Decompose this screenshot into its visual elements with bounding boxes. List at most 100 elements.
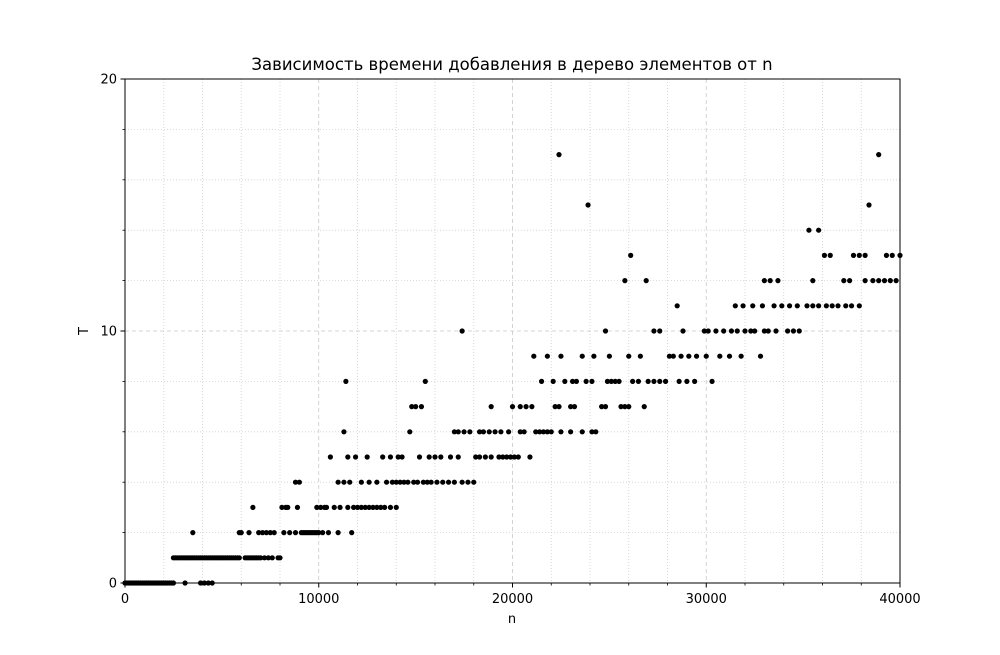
- data-point: [583, 378, 589, 384]
- data-point: [529, 404, 535, 410]
- data-point: [432, 454, 438, 460]
- data-point: [351, 504, 357, 510]
- data-point: [523, 404, 529, 410]
- data-point: [428, 479, 434, 485]
- data-point: [482, 454, 488, 460]
- data-point: [387, 504, 394, 510]
- data-point: [847, 278, 853, 284]
- data-point: [876, 152, 882, 158]
- data-point: [604, 378, 611, 384]
- data-point: [343, 378, 349, 384]
- data-point: [374, 479, 380, 485]
- data-point: [517, 404, 523, 410]
- data-point: [804, 303, 810, 309]
- data-point: [779, 303, 785, 309]
- data-point: [626, 353, 632, 359]
- data-point: [622, 404, 628, 410]
- data-point: [364, 454, 370, 460]
- data-point: [405, 479, 411, 485]
- data-point: [608, 378, 614, 384]
- data-point: [461, 429, 467, 435]
- data-point: [455, 454, 461, 460]
- data-point: [389, 479, 395, 485]
- data-point: [476, 454, 483, 460]
- data-point: [761, 328, 767, 334]
- data-point: [277, 555, 283, 561]
- data-point: [515, 454, 521, 460]
- data-point: [709, 378, 715, 384]
- data-point: [366, 479, 372, 485]
- data-point: [750, 303, 756, 309]
- data-point: [521, 429, 527, 435]
- x-tick-label: 30000: [686, 592, 727, 607]
- data-point: [773, 328, 779, 334]
- data-point: [387, 454, 394, 460]
- data-point: [238, 530, 244, 536]
- data-point: [806, 227, 812, 233]
- data-point: [692, 378, 698, 384]
- data-point: [612, 378, 618, 384]
- data-point: [418, 404, 425, 410]
- data-point: [370, 504, 376, 510]
- data-point: [893, 278, 899, 284]
- data-point: [738, 353, 744, 359]
- data-point: [637, 353, 643, 359]
- data-point: [347, 479, 353, 485]
- data-point: [670, 353, 676, 359]
- data-point: [537, 429, 543, 435]
- data-point: [327, 454, 333, 460]
- data-point: [862, 252, 868, 258]
- data-point: [602, 328, 609, 334]
- data-point: [409, 404, 415, 410]
- data-point: [434, 479, 440, 485]
- data-point: [651, 378, 657, 384]
- data-point: [292, 530, 299, 536]
- data-point: [558, 429, 564, 435]
- data-point: [835, 303, 841, 309]
- data-point: [345, 454, 351, 460]
- data-point: [467, 429, 473, 435]
- data-point: [325, 530, 332, 536]
- data-point: [426, 454, 432, 460]
- data-point: [341, 479, 347, 485]
- data-point: [531, 353, 537, 359]
- data-point: [568, 429, 574, 435]
- data-point: [767, 278, 773, 284]
- data-point: [680, 328, 686, 334]
- data-point: [492, 429, 498, 435]
- x-axis-label: n: [508, 612, 516, 627]
- data-point: [686, 353, 692, 359]
- data-point: [540, 429, 547, 435]
- data-point: [378, 504, 384, 510]
- data-point: [407, 429, 413, 435]
- data-point: [794, 303, 800, 309]
- data-point: [589, 429, 595, 435]
- data-point: [527, 454, 533, 460]
- data-point: [341, 429, 347, 435]
- data-point: [556, 404, 562, 410]
- data-point: [261, 555, 268, 561]
- data-point: [889, 252, 895, 258]
- data-point: [734, 328, 740, 334]
- data-point: [887, 278, 893, 284]
- data-point: [533, 429, 539, 435]
- data-point: [816, 303, 822, 309]
- data-point: [666, 353, 673, 359]
- data-point: [862, 278, 868, 284]
- data-point: [323, 504, 330, 510]
- data-point: [726, 353, 733, 359]
- data-point: [459, 479, 465, 485]
- data-point: [721, 328, 727, 334]
- data-point: [362, 504, 368, 510]
- data-point: [657, 378, 663, 384]
- data-point: [509, 404, 516, 410]
- data-point: [579, 429, 585, 435]
- data-point: [544, 353, 550, 359]
- data-point: [399, 454, 405, 460]
- data-point: [676, 378, 682, 384]
- data-point: [544, 429, 550, 435]
- data-point: [651, 328, 657, 334]
- data-point: [517, 429, 523, 435]
- data-point: [883, 252, 890, 258]
